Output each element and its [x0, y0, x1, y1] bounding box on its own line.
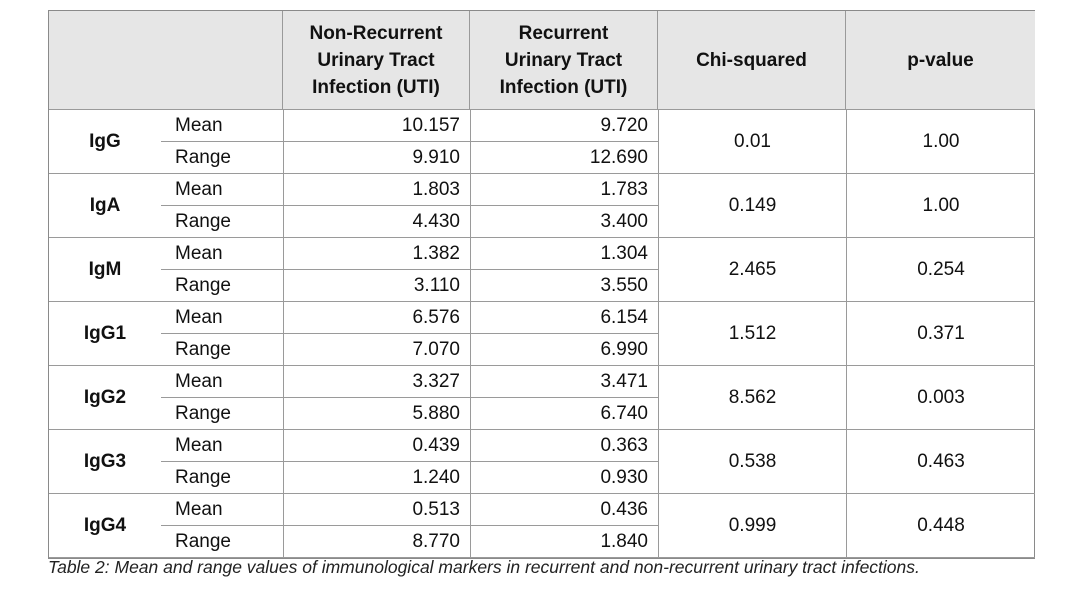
stat-labels: Mean Range [161, 174, 283, 237]
range-label: Range [175, 274, 231, 296]
chi-squared-cell: 0.149 [658, 174, 846, 238]
range-label: Range [175, 146, 231, 168]
immunology-table: Non-Recurrent Urinary Tract Infection (U… [48, 10, 1035, 559]
table-grid: Non-Recurrent Urinary Tract Infection (U… [48, 10, 1035, 559]
mean-label: Mean [161, 174, 283, 206]
non-recurrent-range-cell: 5.880 [283, 398, 470, 430]
p-value-cell: 1.00 [846, 174, 1035, 238]
recurrent-mean-cell: 3.471 [470, 366, 658, 398]
recurrent-range-cell: 12.690 [470, 142, 658, 174]
recurrent-mean-cell: 1.783 [470, 174, 658, 206]
mean-label: Mean [161, 430, 283, 462]
chi-squared-cell: 0.999 [658, 494, 846, 558]
marker-name: IgG [89, 130, 121, 152]
non-recurrent-range-cell: 1.240 [283, 462, 470, 494]
recurrent-range-cell: 1.840 [470, 526, 658, 558]
marker-group: IgA Mean Range [49, 174, 283, 238]
non-recurrent-range-cell: 9.910 [283, 142, 470, 174]
recurrent-range-cell: 3.400 [470, 206, 658, 238]
recurrent-mean-cell: 1.304 [470, 238, 658, 270]
stat-labels: Mean Range [161, 366, 283, 429]
range-label: Range [175, 402, 231, 424]
header-empty [49, 11, 283, 110]
marker-name: IgG4 [83, 514, 127, 536]
non-recurrent-range-cell: 7.070 [283, 334, 470, 366]
marker-name: IgA [89, 194, 121, 216]
recurrent-range-cell: 6.990 [470, 334, 658, 366]
marker-group: IgG2 Mean Range [49, 366, 283, 430]
non-recurrent-mean-cell: 0.513 [283, 494, 470, 526]
marker-group: IgM Mean Range [49, 238, 283, 302]
range-label: Range [175, 210, 231, 232]
header-non-recurrent: Non-Recurrent Urinary Tract Infection (U… [283, 11, 470, 110]
p-value-cell: 0.371 [846, 302, 1035, 366]
chi-squared-cell: 0.01 [658, 110, 846, 174]
marker-group: IgG3 Mean Range [49, 430, 283, 494]
p-value-cell: 1.00 [846, 110, 1035, 174]
marker-name: IgG3 [83, 450, 127, 472]
non-recurrent-mean-cell: 3.327 [283, 366, 470, 398]
non-recurrent-mean-cell: 10.157 [283, 110, 470, 142]
recurrent-range-cell: 3.550 [470, 270, 658, 302]
chi-squared-cell: 0.538 [658, 430, 846, 494]
mean-label: Mean [161, 302, 283, 334]
marker-name: IgG2 [83, 386, 127, 408]
mean-label: Mean [161, 494, 283, 526]
recurrent-range-cell: 0.930 [470, 462, 658, 494]
marker-group: IgG Mean Range [49, 110, 283, 174]
marker-group: IgG1 Mean Range [49, 302, 283, 366]
marker-group: IgG4 Mean Range [49, 494, 283, 558]
p-value-cell: 0.254 [846, 238, 1035, 302]
chi-squared-cell: 2.465 [658, 238, 846, 302]
stat-labels: Mean Range [161, 110, 283, 173]
recurrent-range-cell: 6.740 [470, 398, 658, 430]
header-chi-squared: Chi-squared [658, 11, 846, 110]
p-value-cell: 0.463 [846, 430, 1035, 494]
non-recurrent-mean-cell: 1.382 [283, 238, 470, 270]
chi-squared-cell: 1.512 [658, 302, 846, 366]
header-recurrent: Recurrent Urinary Tract Infection (UTI) [470, 11, 658, 110]
non-recurrent-mean-cell: 0.439 [283, 430, 470, 462]
stat-labels: Mean Range [161, 238, 283, 301]
table-caption: Table 2: Mean and range values of immuno… [48, 557, 920, 577]
p-value-cell: 0.448 [846, 494, 1035, 558]
mean-label: Mean [161, 110, 283, 142]
header-p-value: p-value [846, 11, 1035, 110]
recurrent-mean-cell: 9.720 [470, 110, 658, 142]
stat-labels: Mean Range [161, 430, 283, 493]
recurrent-mean-cell: 6.154 [470, 302, 658, 334]
marker-name: IgG1 [83, 322, 127, 344]
marker-name: IgM [88, 258, 122, 280]
mean-label: Mean [161, 238, 283, 270]
range-label: Range [175, 466, 231, 488]
non-recurrent-mean-cell: 6.576 [283, 302, 470, 334]
range-label: Range [175, 530, 231, 552]
stat-labels: Mean Range [161, 302, 283, 365]
mean-label: Mean [161, 366, 283, 398]
range-label: Range [175, 338, 231, 360]
non-recurrent-mean-cell: 1.803 [283, 174, 470, 206]
chi-squared-cell: 8.562 [658, 366, 846, 430]
recurrent-mean-cell: 0.363 [470, 430, 658, 462]
stat-labels: Mean Range [161, 494, 283, 557]
non-recurrent-range-cell: 8.770 [283, 526, 470, 558]
p-value-cell: 0.003 [846, 366, 1035, 430]
recurrent-mean-cell: 0.436 [470, 494, 658, 526]
non-recurrent-range-cell: 4.430 [283, 206, 470, 238]
non-recurrent-range-cell: 3.110 [283, 270, 470, 302]
